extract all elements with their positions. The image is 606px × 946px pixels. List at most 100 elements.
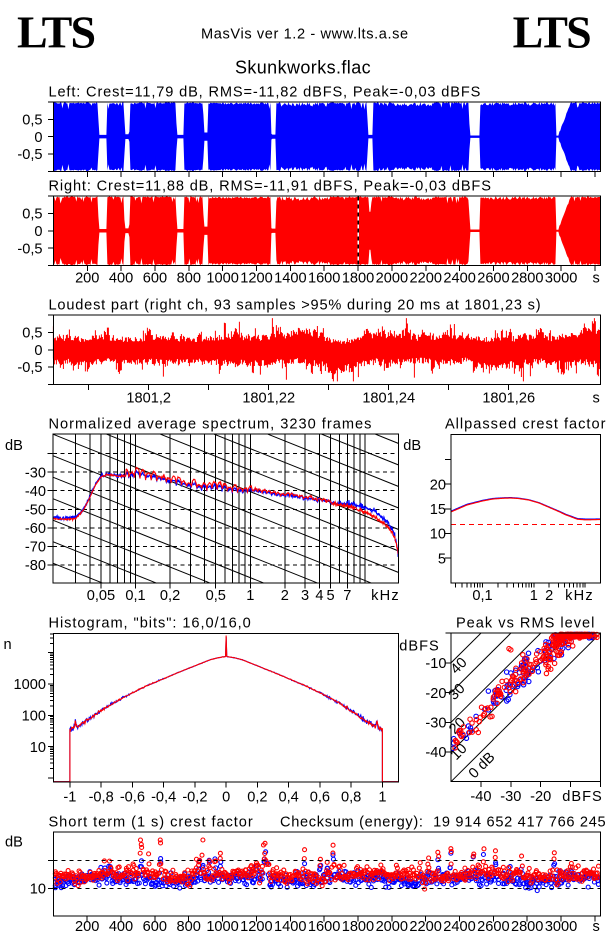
svg-text:LTS: LTS	[17, 7, 95, 58]
svg-text:-60: -60	[25, 521, 46, 537]
svg-text:0,5: 0,5	[206, 588, 226, 604]
svg-text:-70: -70	[25, 540, 46, 556]
svg-text:LTS: LTS	[513, 7, 591, 58]
svg-text:-0,5: -0,5	[17, 241, 42, 257]
svg-text:0: 0	[34, 130, 42, 146]
svg-text:400: 400	[109, 271, 133, 287]
svg-text:200: 200	[75, 271, 99, 287]
svg-text:1801,22: 1801,22	[242, 391, 295, 407]
svg-text:10: 10	[30, 740, 46, 756]
svg-text:0,1: 0,1	[125, 588, 145, 604]
svg-text:0,2: 0,2	[160, 588, 180, 604]
svg-text:-20: -20	[425, 686, 446, 702]
svg-text:-30: -30	[425, 716, 446, 732]
svg-text:2: 2	[281, 588, 289, 604]
svg-text:Normalized average spectrum, 3: Normalized average spectrum, 3230 frames	[49, 417, 373, 433]
svg-text:-0,4: -0,4	[151, 790, 176, 806]
svg-text:1801,26: 1801,26	[482, 391, 535, 407]
svg-text:-10: -10	[425, 656, 446, 672]
svg-text:0,6: 0,6	[310, 790, 330, 806]
svg-text:kHz: kHz	[565, 588, 594, 604]
svg-text:-30: -30	[25, 465, 46, 481]
svg-text:2800: 2800	[511, 919, 543, 935]
svg-text:2: 2	[545, 588, 553, 604]
svg-text:0,8: 0,8	[341, 790, 361, 806]
svg-text:400: 400	[109, 919, 133, 935]
svg-text:s: s	[593, 391, 600, 407]
svg-text:0,5: 0,5	[22, 207, 42, 223]
svg-text:1000: 1000	[14, 677, 46, 693]
svg-text:600: 600	[143, 919, 167, 935]
svg-text:-50: -50	[25, 502, 46, 518]
svg-text:3000: 3000	[545, 919, 577, 935]
svg-text:s: s	[593, 919, 600, 935]
svg-text:0,5: 0,5	[22, 326, 42, 342]
svg-text:-0,5: -0,5	[17, 147, 42, 163]
svg-text:dB: dB	[5, 835, 23, 851]
svg-text:100: 100	[22, 709, 46, 725]
svg-text:2400: 2400	[443, 271, 475, 287]
svg-text:1: 1	[378, 790, 386, 806]
svg-text:0,05: 0,05	[87, 588, 115, 604]
svg-text:1801,2: 1801,2	[126, 391, 171, 407]
svg-text:Short term (1 s) crest factor: Short term (1 s) crest factor	[49, 815, 254, 831]
svg-text:2000: 2000	[376, 919, 408, 935]
svg-text:-20: -20	[530, 789, 551, 805]
svg-text:1800: 1800	[342, 919, 374, 935]
svg-text:1200: 1200	[240, 271, 272, 287]
svg-text:Left: Crest=11,79 dB, RMS=-11,: Left: Crest=11,79 dB, RMS=-11,82 dBFS, P…	[49, 84, 482, 100]
svg-text:1600: 1600	[308, 919, 340, 935]
svg-text:Peak vs RMS level: Peak vs RMS level	[456, 616, 595, 632]
svg-text:Loudest part (right ch, 93 sam: Loudest part (right ch, 93 samples >95% …	[49, 297, 542, 313]
svg-text:800: 800	[177, 271, 201, 287]
svg-text:0: 0	[34, 224, 42, 240]
svg-text:0: 0	[34, 343, 42, 359]
svg-text:dBFS: dBFS	[399, 639, 440, 655]
svg-text:10: 10	[430, 527, 446, 543]
svg-text:-0,5: -0,5	[17, 360, 42, 376]
svg-text:2800: 2800	[511, 271, 543, 287]
svg-text:1: 1	[246, 588, 254, 604]
svg-text:5: 5	[438, 551, 446, 567]
svg-text:200: 200	[75, 919, 99, 935]
svg-text:2600: 2600	[477, 919, 509, 935]
svg-text:7: 7	[343, 588, 351, 604]
svg-text:2600: 2600	[477, 271, 509, 287]
svg-text:15: 15	[430, 502, 446, 518]
svg-text:-0,8: -0,8	[89, 790, 114, 806]
svg-text:5: 5	[326, 588, 334, 604]
svg-text:-0,2: -0,2	[182, 790, 207, 806]
svg-text:1400: 1400	[274, 271, 306, 287]
svg-text:1600: 1600	[308, 271, 340, 287]
svg-text:MasVis ver 1.2 - www.lts.a.se: MasVis ver 1.2 - www.lts.a.se	[201, 27, 409, 43]
svg-text:dB: dB	[5, 438, 23, 454]
svg-text:-40: -40	[25, 484, 46, 500]
svg-text:1000: 1000	[206, 919, 238, 935]
svg-text:s: s	[593, 271, 600, 287]
svg-text:0: 0	[222, 790, 230, 806]
svg-text:0 dB: 0 dB	[466, 749, 499, 782]
svg-text:Checksum (energy): 19 914 652: Checksum (energy): 19 914 652 417 766 24…	[280, 815, 606, 831]
svg-text:Skunkworks.flac: Skunkworks.flac	[235, 58, 371, 78]
svg-text:-1: -1	[63, 790, 76, 806]
svg-text:kHz: kHz	[371, 588, 400, 604]
svg-text:0,5: 0,5	[22, 113, 42, 129]
svg-text:Allpassed crest factor: Allpassed crest factor	[445, 417, 606, 433]
svg-text:1400: 1400	[274, 919, 306, 935]
svg-text:0,2: 0,2	[247, 790, 267, 806]
svg-text:1200: 1200	[240, 919, 272, 935]
svg-text:1000: 1000	[206, 271, 238, 287]
svg-text:10: 10	[30, 882, 46, 898]
svg-text:800: 800	[177, 919, 201, 935]
svg-text:4: 4	[315, 588, 323, 604]
svg-text:1: 1	[530, 588, 538, 604]
svg-text:1801,24: 1801,24	[362, 391, 415, 407]
svg-text:0,1: 0,1	[472, 588, 492, 604]
svg-text:Histogram, "bits": 16,0/16,0: Histogram, "bits": 16,0/16,0	[49, 616, 252, 632]
svg-text:-0,6: -0,6	[120, 790, 145, 806]
svg-text:2200: 2200	[409, 919, 441, 935]
svg-text:2400: 2400	[443, 919, 475, 935]
svg-text:-40: -40	[470, 789, 491, 805]
svg-text:20: 20	[430, 477, 446, 493]
svg-text:-30: -30	[500, 789, 521, 805]
